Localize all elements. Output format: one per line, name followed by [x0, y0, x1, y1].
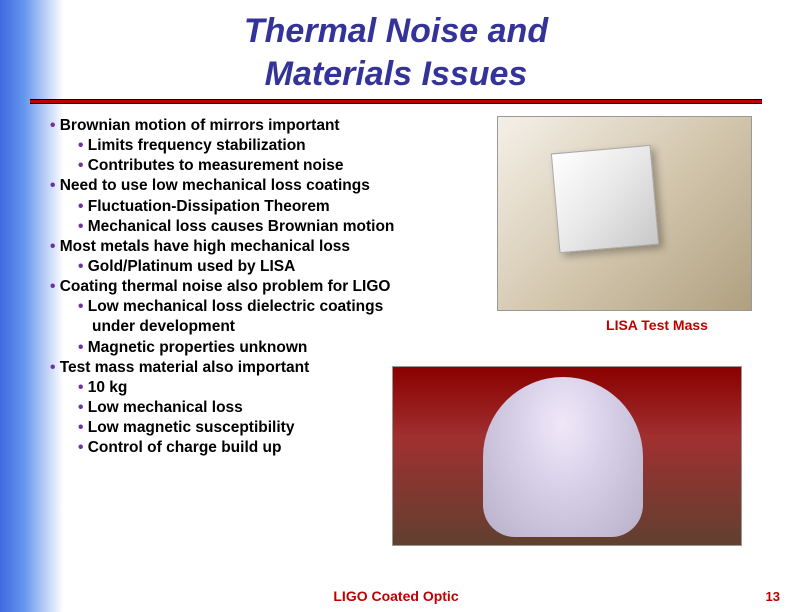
bullet-item: Magnetic properties unknown: [78, 338, 492, 358]
slide-title-line1: Thermal Noise and: [0, 10, 792, 53]
bullet-item: under development: [92, 317, 492, 337]
ligo-caption: LIGO Coated Optic: [0, 588, 792, 604]
bullet-item: Gold/Platinum used by LISA: [78, 257, 492, 277]
bullet-item: Need to use low mechanical loss coatings: [50, 176, 492, 196]
cube-graphic: [550, 144, 658, 252]
ligo-image-wrap: [392, 366, 742, 546]
lisa-test-mass-image: [497, 116, 752, 311]
bullet-item: Mechanical loss causes Brownian motion: [78, 217, 492, 237]
content-area: Brownian motion of mirrors importantLimi…: [0, 104, 792, 458]
cleanroom-suit-graphic: [483, 377, 643, 537]
bullet-item: Most metals have high mechanical loss: [50, 237, 492, 257]
bullet-item: Low mechanical loss dielectric coatings: [78, 297, 492, 317]
images-column: LISA Test Mass: [492, 116, 762, 458]
title-block: Thermal Noise and Materials Issues: [0, 0, 792, 104]
bullet-item: Fluctuation-Dissipation Theorem: [78, 197, 492, 217]
bullet-item: Coating thermal noise also problem for L…: [50, 277, 492, 297]
lisa-caption: LISA Test Mass: [552, 317, 762, 333]
bullet-item: Brownian motion of mirrors important: [50, 116, 492, 136]
slide-title-line2: Materials Issues: [0, 53, 792, 96]
ligo-coated-optic-image: [392, 366, 742, 546]
bullet-item: Limits frequency stabilization: [78, 136, 492, 156]
bullet-item: Contributes to measurement noise: [78, 156, 492, 176]
page-number: 13: [766, 589, 780, 604]
